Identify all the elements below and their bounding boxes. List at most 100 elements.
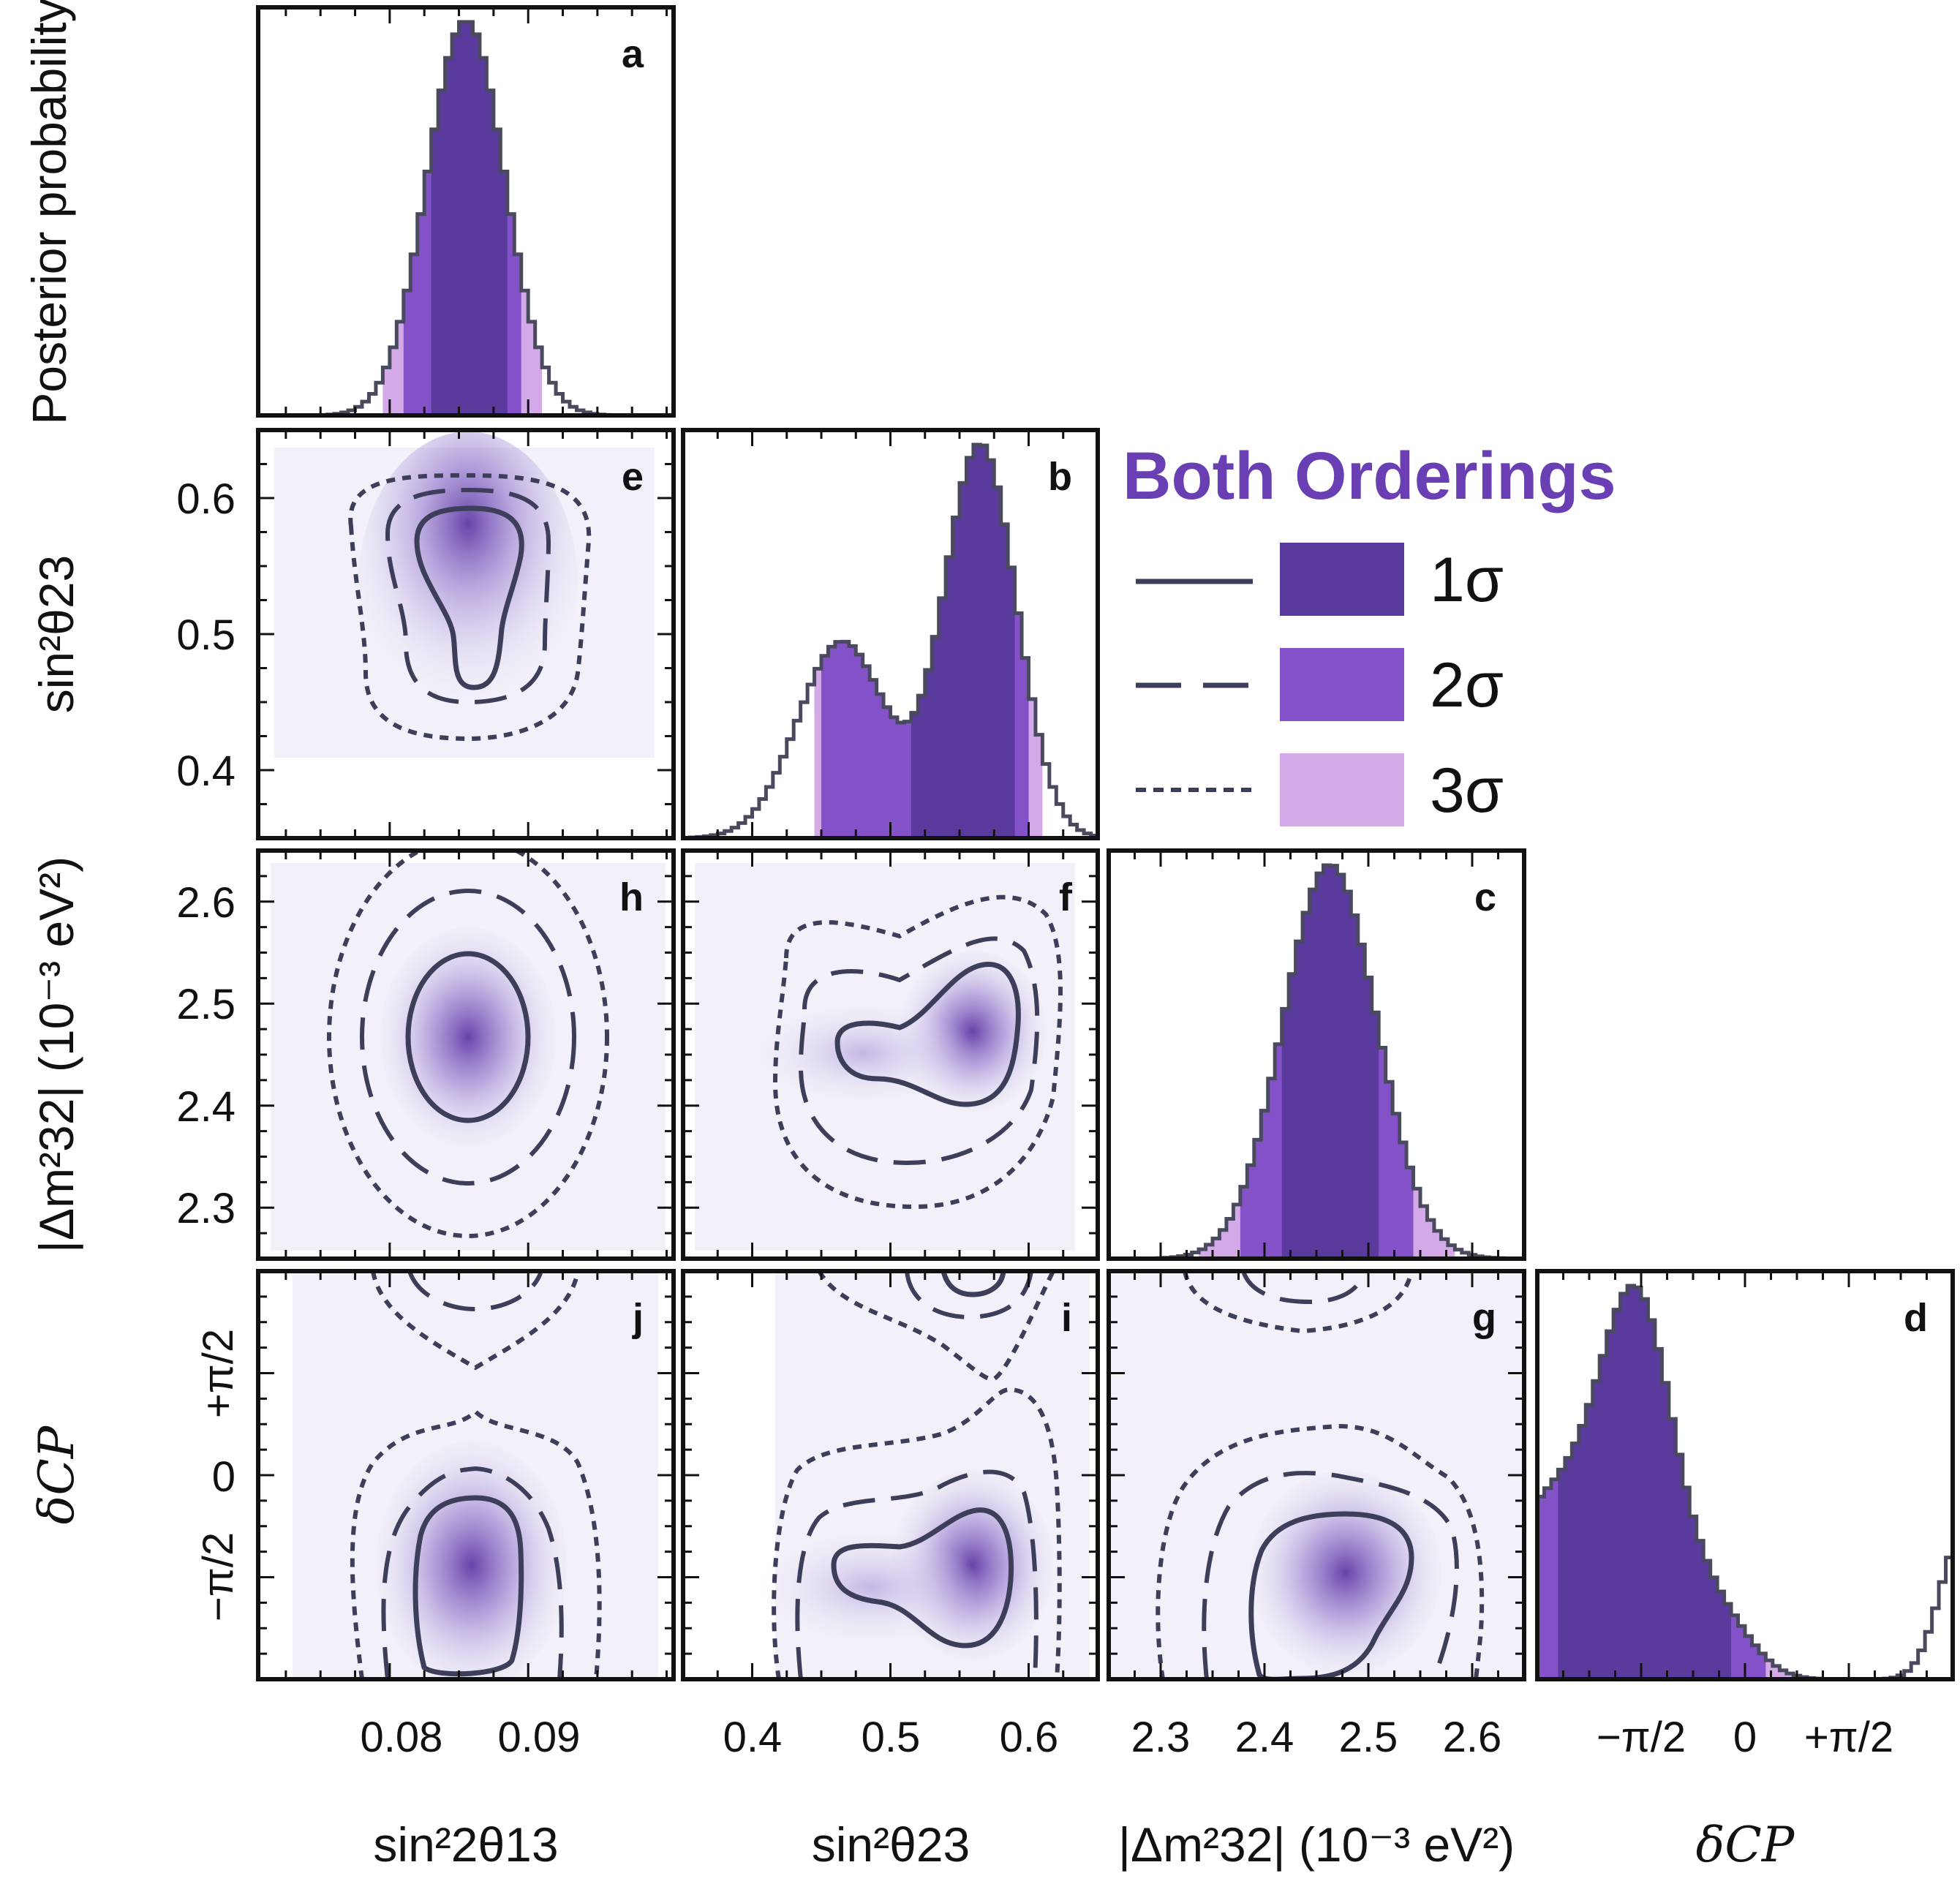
ylabel-dm: |Δm²32| (10⁻³ eV²)	[29, 856, 83, 1253]
xtick-dcp-0: 0	[1733, 1714, 1757, 1761]
hist-bar-b	[724, 831, 732, 838]
hist-bar-b	[973, 445, 981, 838]
hist-bar-b	[924, 669, 932, 838]
hist-bar-b	[876, 694, 884, 838]
hist-bar-b	[938, 598, 946, 838]
hist-bar-a	[410, 254, 418, 415]
hist-outline-b	[683, 442, 1098, 840]
legend-swatch-1sigma	[1280, 543, 1404, 616]
hist-bar-b	[1063, 816, 1071, 838]
histogram-delta-cp	[1537, 1284, 1953, 1681]
hist-bar-d	[1945, 1557, 1953, 1679]
hist-bar-c	[1330, 865, 1338, 1259]
contour-2sigma-f	[798, 936, 1040, 1166]
hist-bar-b	[1077, 829, 1085, 838]
hist-bar-b	[1070, 824, 1078, 838]
hist-bar-a	[472, 34, 480, 416]
xlabel-s13: sin²2θ13	[373, 1817, 558, 1872]
hist-bar-b	[772, 772, 780, 838]
panel-label-f: f	[1059, 875, 1073, 919]
legend-label-3sigma: 3σ	[1430, 756, 1504, 826]
panel-label-c: c	[1474, 875, 1496, 919]
ytick-dm-2.4: 2.4	[176, 1083, 235, 1131]
panel-label-d: d	[1904, 1296, 1928, 1340]
hist-bar-b	[966, 457, 974, 838]
hist-bar-c	[1433, 1231, 1441, 1259]
posterior-blob-i-left	[761, 1529, 980, 1646]
contour-3sigma-g-top	[1183, 1271, 1414, 1334]
xtick-s23-0.4: 0.4	[723, 1714, 783, 1761]
contour-2sigma-j-top	[407, 1271, 543, 1312]
hist-bar-d	[1738, 1626, 1746, 1679]
panel-f: f	[681, 848, 1100, 1261]
hist-bar-d	[1620, 1293, 1628, 1679]
hist-bar-a	[521, 290, 529, 415]
hist-bar-a	[369, 393, 377, 415]
legend-title: Both Orderings	[1123, 439, 1616, 513]
hist-bar-b	[717, 833, 725, 838]
xtick-dm-2.4: 2.4	[1235, 1714, 1294, 1761]
hist-bar-c	[1371, 1012, 1379, 1259]
hist-bar-a	[570, 407, 578, 415]
hist-bar-b	[814, 668, 822, 838]
hist-bar-d	[1641, 1299, 1649, 1679]
hist-bar-d	[1544, 1488, 1552, 1679]
posterior-blob-e	[358, 432, 578, 739]
hist-bar-b	[918, 696, 926, 838]
hist-bar-b	[731, 827, 739, 838]
hist-bar-b	[752, 809, 760, 838]
hist-bar-c	[1295, 941, 1303, 1259]
hist-bar-b	[932, 636, 940, 838]
hist-bar-d	[1648, 1320, 1656, 1679]
hist-bar-b	[994, 487, 1002, 838]
legend-label-2sigma: 2σ	[1430, 650, 1504, 720]
hist-bar-d	[1911, 1662, 1919, 1679]
panel-a: a	[256, 5, 676, 418]
hist-bar-b	[980, 445, 988, 838]
hist-bar-c	[1392, 1113, 1401, 1259]
hist-bar-c	[1379, 1047, 1387, 1259]
hist-bar-d	[1724, 1603, 1732, 1679]
xtick-s13-0.08: 0.08	[361, 1714, 443, 1761]
hist-bar-a	[348, 410, 356, 415]
ytick-s23-0.4: 0.4	[176, 747, 235, 795]
hist-bar-b	[745, 816, 753, 838]
hist-bar-c	[1337, 874, 1345, 1259]
hist-bar-d	[1599, 1355, 1607, 1679]
ylabel-dcp: δCP	[29, 1425, 85, 1524]
hist-bar-c	[1213, 1238, 1221, 1259]
contour-3sigma-e	[348, 472, 592, 742]
contour-3sigma-i-top	[817, 1271, 1055, 1382]
panel-j: j	[256, 1269, 676, 1681]
xtick-dm-2.3: 2.3	[1131, 1714, 1191, 1761]
hist-bar-b	[987, 460, 995, 838]
hist-bar-d	[1668, 1419, 1676, 1679]
panel-label-e: e	[622, 455, 644, 499]
xtick-s23-0.6: 0.6	[1000, 1714, 1059, 1761]
contour-3sigma-f	[772, 894, 1063, 1210]
hist-bar-c	[1455, 1249, 1463, 1259]
hist-bar-d	[1627, 1286, 1635, 1679]
hist-bar-a	[549, 383, 557, 415]
hist-bar-d	[1558, 1469, 1566, 1679]
hist-bar-b	[1056, 804, 1064, 838]
hist-bar-b	[1042, 764, 1050, 838]
contour-3sigma-j-top	[371, 1271, 580, 1371]
posterior-blob-f-left	[753, 1002, 973, 1104]
hist-bar-a	[355, 407, 363, 415]
hist-bar-b	[1035, 734, 1043, 838]
ytick-dm-2.6: 2.6	[176, 879, 235, 927]
panel-h: h	[256, 848, 676, 1261]
hist-bar-c	[1323, 865, 1331, 1259]
hist-bar-a	[452, 34, 460, 416]
legend-swatch-2sigma	[1280, 648, 1404, 721]
contour-1sigma-f	[834, 962, 1021, 1107]
hist-bar-a	[431, 129, 439, 415]
hist-bar-a	[493, 129, 501, 415]
hist-bar-c	[1191, 1252, 1199, 1259]
hist-bar-d	[1758, 1653, 1766, 1679]
ytick-dcp-plus-pi2: +π/2	[195, 1329, 242, 1418]
hist-bar-a	[459, 22, 467, 415]
contour-2sigma-i	[795, 1469, 1039, 1679]
